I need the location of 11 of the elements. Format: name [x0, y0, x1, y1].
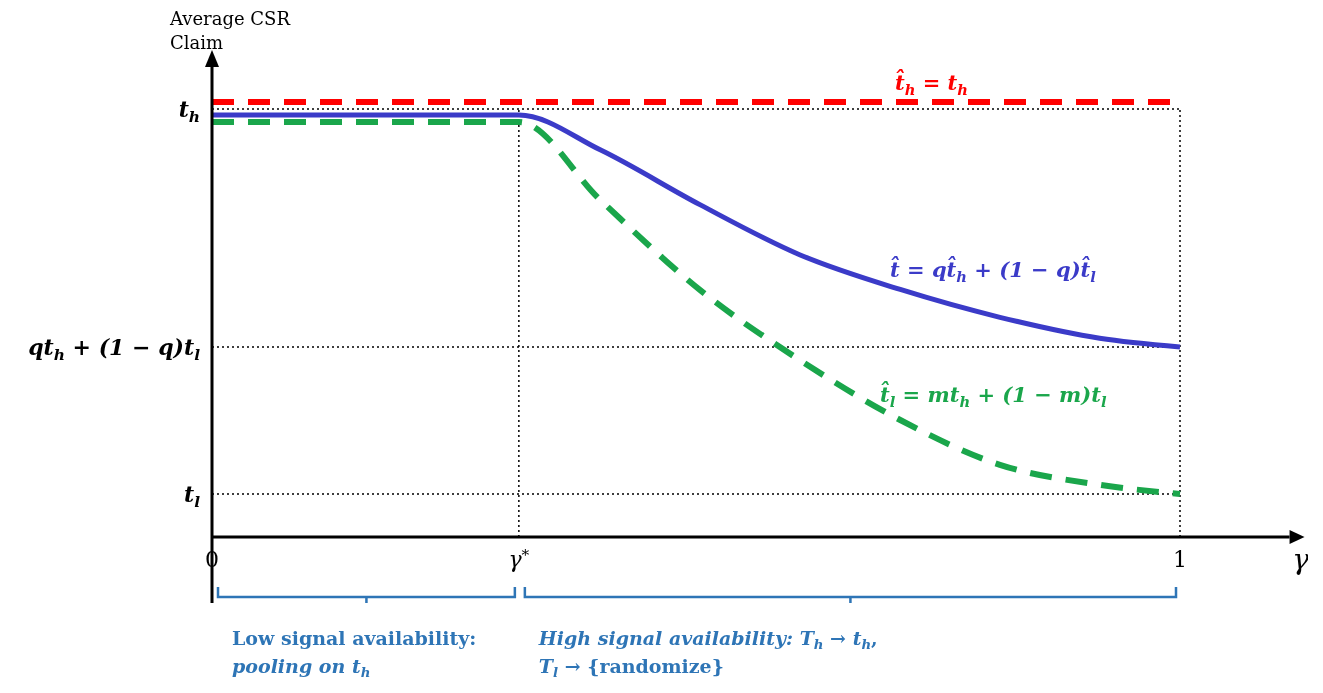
text: High signal availability: T$_{h}$ → t$_{h}$, T$_{l}$ → {randomize}	[538, 627, 878, 680]
text: Low signal availability: pooling on t$_{h}$	[232, 627, 477, 680]
ref-line-label: qt$_{h}$ + (1 − q)t$_{l}$	[28, 333, 201, 364]
series-label: t̂$_{h}$ = t$_{h}$	[895, 69, 968, 98]
series-label: t̂ = qt̂$_{h}$ + (1 − q)t̂$_{l}$	[890, 256, 1097, 285]
ref-line-label: t$_{h}$	[178, 95, 200, 126]
x-tick-label: 1	[1173, 547, 1187, 572]
ref-line-label: t$_{l}$	[183, 480, 201, 511]
y-axis-title: Average CSR Claim	[169, 8, 291, 53]
x-tick-label: γ$^{*}$	[508, 546, 530, 572]
series-label: t̂$_{l}$ = mt$_{h}$ + (1 − m)t$_{l}$	[880, 381, 1107, 410]
